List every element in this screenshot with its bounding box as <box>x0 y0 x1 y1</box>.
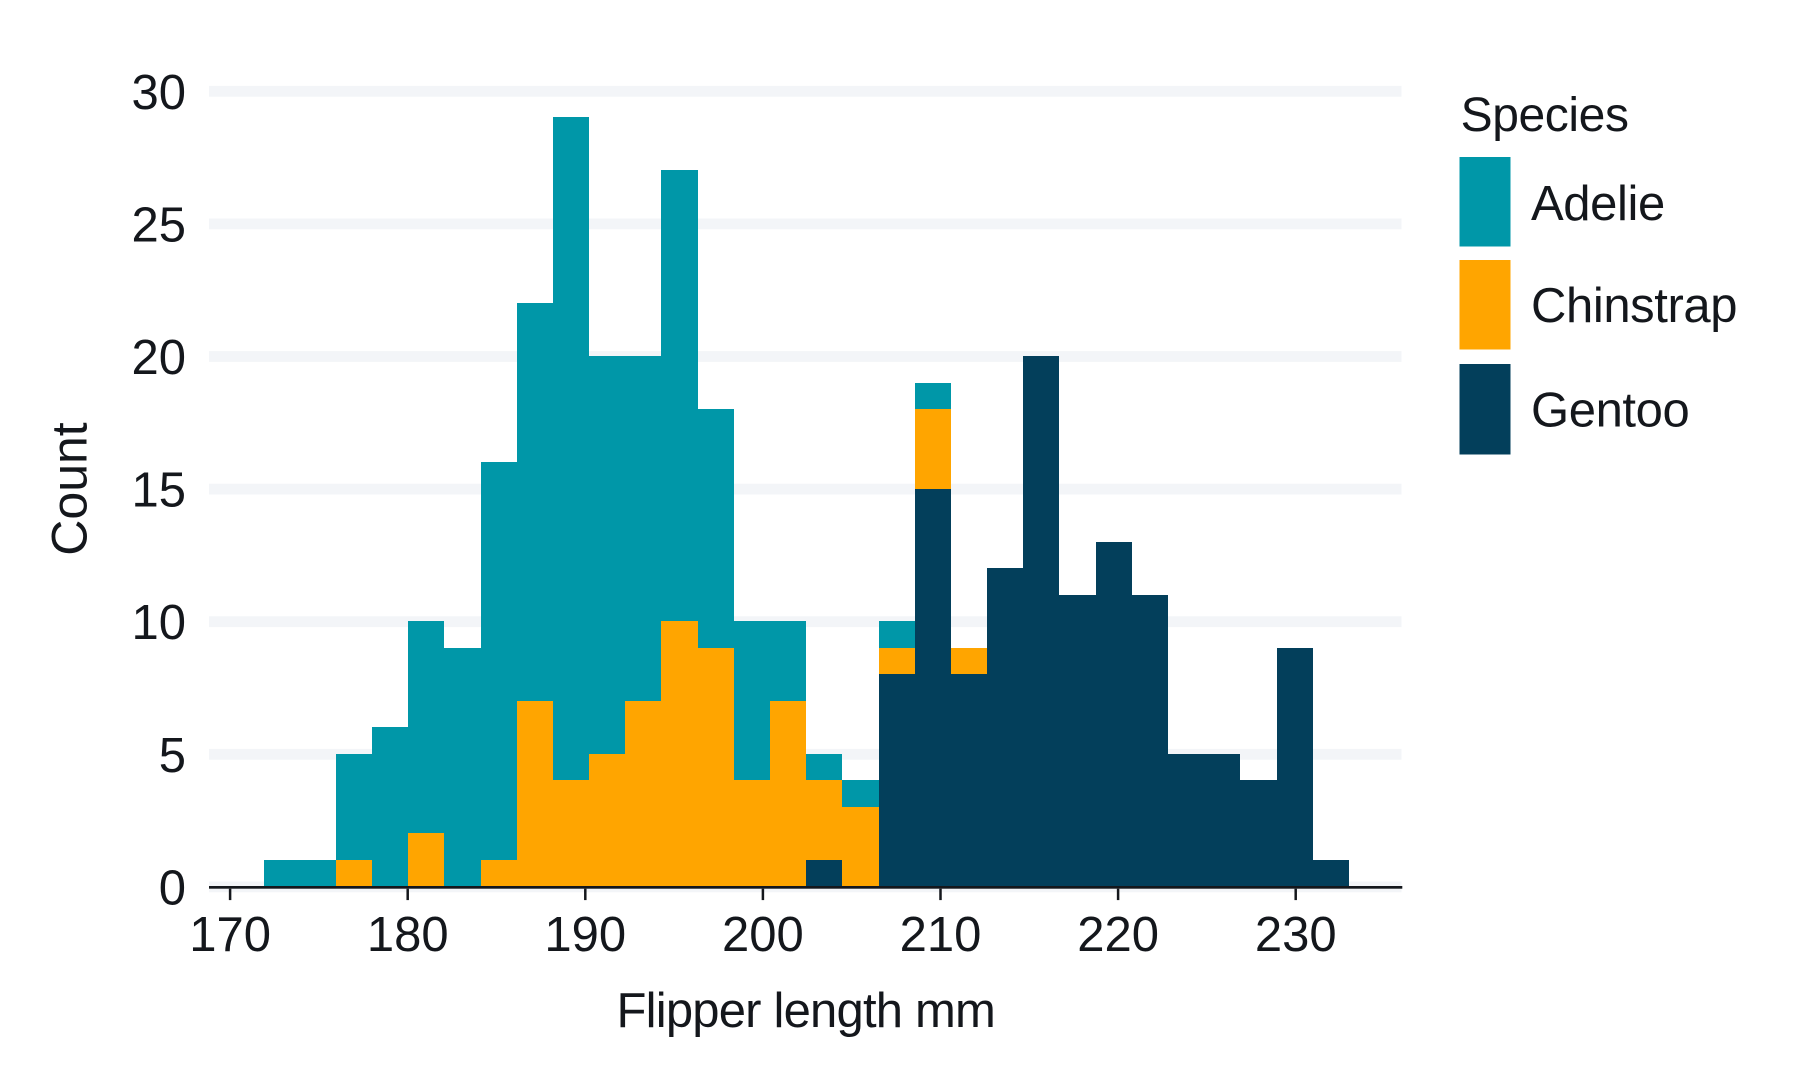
svg-text:5: 5 <box>159 729 186 783</box>
svg-text:190: 190 <box>544 908 626 962</box>
svg-text:25: 25 <box>131 198 186 252</box>
svg-text:Flipper length mm: Flipper length mm <box>617 984 996 1038</box>
svg-text:Count: Count <box>42 422 98 556</box>
svg-text:15: 15 <box>131 464 186 518</box>
svg-text:10: 10 <box>131 596 186 650</box>
svg-text:170: 170 <box>189 908 271 962</box>
svg-text:Gentoo: Gentoo <box>1531 384 1689 438</box>
svg-text:20: 20 <box>131 331 186 385</box>
svg-text:200: 200 <box>722 908 804 962</box>
svg-text:230: 230 <box>1255 908 1337 962</box>
svg-text:Adelie: Adelie <box>1531 177 1665 231</box>
svg-text:30: 30 <box>131 66 186 120</box>
svg-text:210: 210 <box>900 908 982 962</box>
svg-text:Chinstrap: Chinstrap <box>1531 279 1737 333</box>
svg-text:180: 180 <box>367 908 449 962</box>
svg-text:0: 0 <box>159 861 186 915</box>
svg-text:220: 220 <box>1077 908 1159 962</box>
svg-text:Species: Species <box>1461 89 1629 142</box>
